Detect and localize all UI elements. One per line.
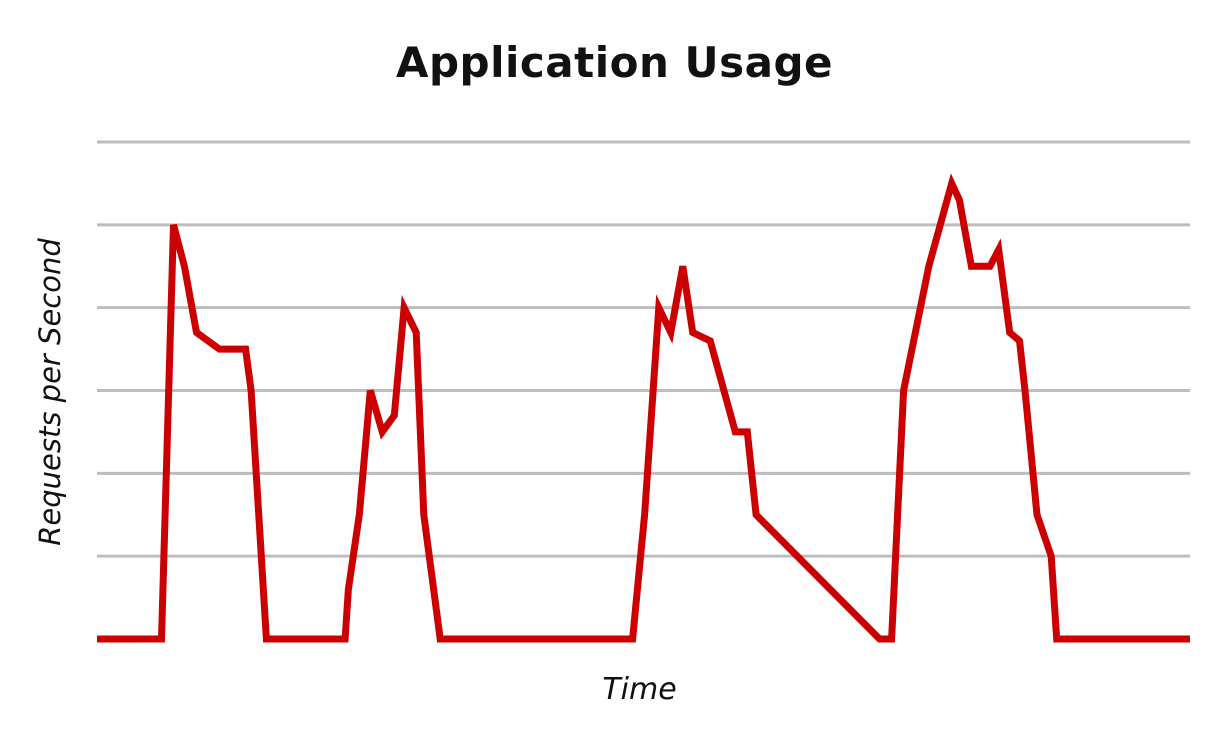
y-axis-label: Requests per Second (33, 238, 67, 546)
x-axis-label: Time (602, 672, 677, 707)
series-line (97, 173, 1190, 643)
gridlines (97, 140, 1190, 558)
series-layer (97, 173, 1190, 643)
chart-title: Application Usage (395, 38, 833, 87)
